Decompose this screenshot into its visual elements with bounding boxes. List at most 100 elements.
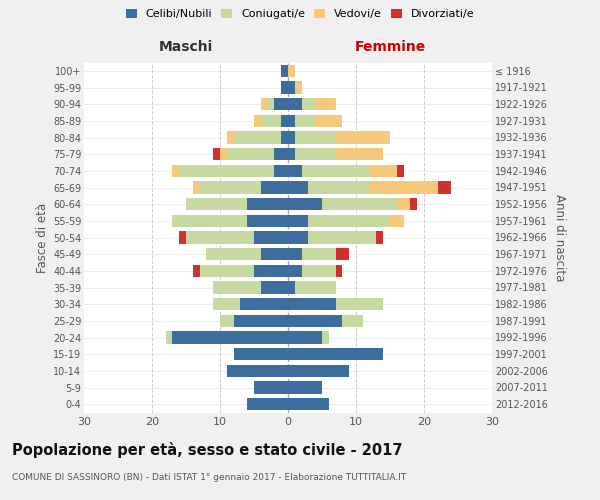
- Bar: [186, 231, 254, 244]
- Bar: [254, 231, 288, 244]
- Bar: [288, 181, 308, 194]
- Bar: [315, 114, 343, 127]
- Bar: [281, 81, 288, 94]
- Bar: [254, 114, 261, 127]
- Bar: [288, 214, 308, 227]
- Text: Maschi: Maschi: [159, 40, 213, 54]
- Bar: [390, 214, 404, 227]
- Bar: [302, 164, 370, 177]
- Bar: [295, 148, 335, 160]
- Bar: [179, 164, 274, 177]
- Bar: [437, 181, 451, 194]
- Bar: [295, 114, 315, 127]
- Bar: [247, 214, 288, 227]
- Bar: [233, 131, 281, 144]
- Bar: [193, 181, 200, 194]
- Bar: [288, 348, 383, 360]
- Bar: [343, 314, 363, 327]
- Bar: [370, 181, 437, 194]
- Bar: [315, 98, 335, 110]
- Bar: [302, 264, 335, 277]
- Bar: [288, 381, 322, 394]
- Bar: [254, 264, 288, 277]
- Bar: [288, 298, 335, 310]
- Bar: [288, 164, 302, 177]
- Bar: [397, 198, 410, 210]
- Bar: [261, 114, 281, 127]
- Bar: [179, 231, 186, 244]
- Bar: [288, 331, 322, 344]
- Bar: [288, 231, 308, 244]
- Bar: [288, 364, 349, 377]
- Bar: [274, 98, 288, 110]
- Bar: [288, 81, 295, 94]
- Bar: [274, 148, 288, 160]
- Bar: [281, 64, 288, 77]
- Bar: [227, 148, 274, 160]
- Bar: [335, 131, 390, 144]
- Bar: [206, 248, 261, 260]
- Bar: [261, 248, 288, 260]
- Bar: [288, 114, 295, 127]
- Bar: [261, 98, 268, 110]
- Bar: [410, 198, 417, 210]
- Text: Femmine: Femmine: [355, 40, 425, 54]
- Text: COMUNE DI SASSINORO (BN) - Dati ISTAT 1° gennaio 2017 - Elaborazione TUTTITALIA.: COMUNE DI SASSINORO (BN) - Dati ISTAT 1°…: [12, 472, 406, 482]
- Bar: [376, 231, 383, 244]
- Bar: [335, 264, 343, 277]
- Bar: [288, 264, 302, 277]
- Bar: [288, 248, 302, 260]
- Bar: [274, 164, 288, 177]
- Bar: [295, 81, 302, 94]
- Bar: [281, 114, 288, 127]
- Bar: [213, 281, 261, 293]
- Bar: [241, 298, 288, 310]
- Bar: [288, 314, 343, 327]
- Bar: [172, 331, 288, 344]
- Text: Popolazione per età, sesso e stato civile - 2017: Popolazione per età, sesso e stato civil…: [12, 442, 403, 458]
- Bar: [261, 281, 288, 293]
- Bar: [302, 98, 315, 110]
- Bar: [370, 164, 397, 177]
- Legend: Celibi/Nubili, Coniugati/e, Vedovi/e, Divorziati/e: Celibi/Nubili, Coniugati/e, Vedovi/e, Di…: [122, 6, 478, 22]
- Bar: [288, 198, 322, 210]
- Bar: [220, 148, 227, 160]
- Bar: [261, 181, 288, 194]
- Bar: [220, 314, 233, 327]
- Bar: [308, 214, 390, 227]
- Bar: [335, 298, 383, 310]
- Bar: [247, 398, 288, 410]
- Bar: [295, 281, 335, 293]
- Y-axis label: Fasce di età: Fasce di età: [35, 202, 49, 272]
- Bar: [233, 348, 288, 360]
- Bar: [281, 131, 288, 144]
- Bar: [288, 398, 329, 410]
- Bar: [247, 198, 288, 210]
- Bar: [166, 331, 172, 344]
- Bar: [200, 181, 261, 194]
- Bar: [308, 231, 376, 244]
- Bar: [172, 214, 247, 227]
- Bar: [268, 98, 274, 110]
- Bar: [335, 248, 349, 260]
- Bar: [172, 164, 179, 177]
- Bar: [322, 331, 329, 344]
- Bar: [308, 181, 370, 194]
- Bar: [288, 148, 295, 160]
- Bar: [227, 364, 288, 377]
- Bar: [213, 298, 241, 310]
- Bar: [288, 98, 302, 110]
- Bar: [200, 264, 254, 277]
- Bar: [335, 148, 383, 160]
- Bar: [288, 64, 295, 77]
- Bar: [322, 198, 397, 210]
- Bar: [233, 314, 288, 327]
- Bar: [227, 131, 233, 144]
- Y-axis label: Anni di nascita: Anni di nascita: [553, 194, 566, 281]
- Bar: [288, 131, 295, 144]
- Bar: [302, 248, 335, 260]
- Bar: [397, 164, 404, 177]
- Bar: [288, 281, 295, 293]
- Bar: [193, 264, 200, 277]
- Bar: [295, 131, 335, 144]
